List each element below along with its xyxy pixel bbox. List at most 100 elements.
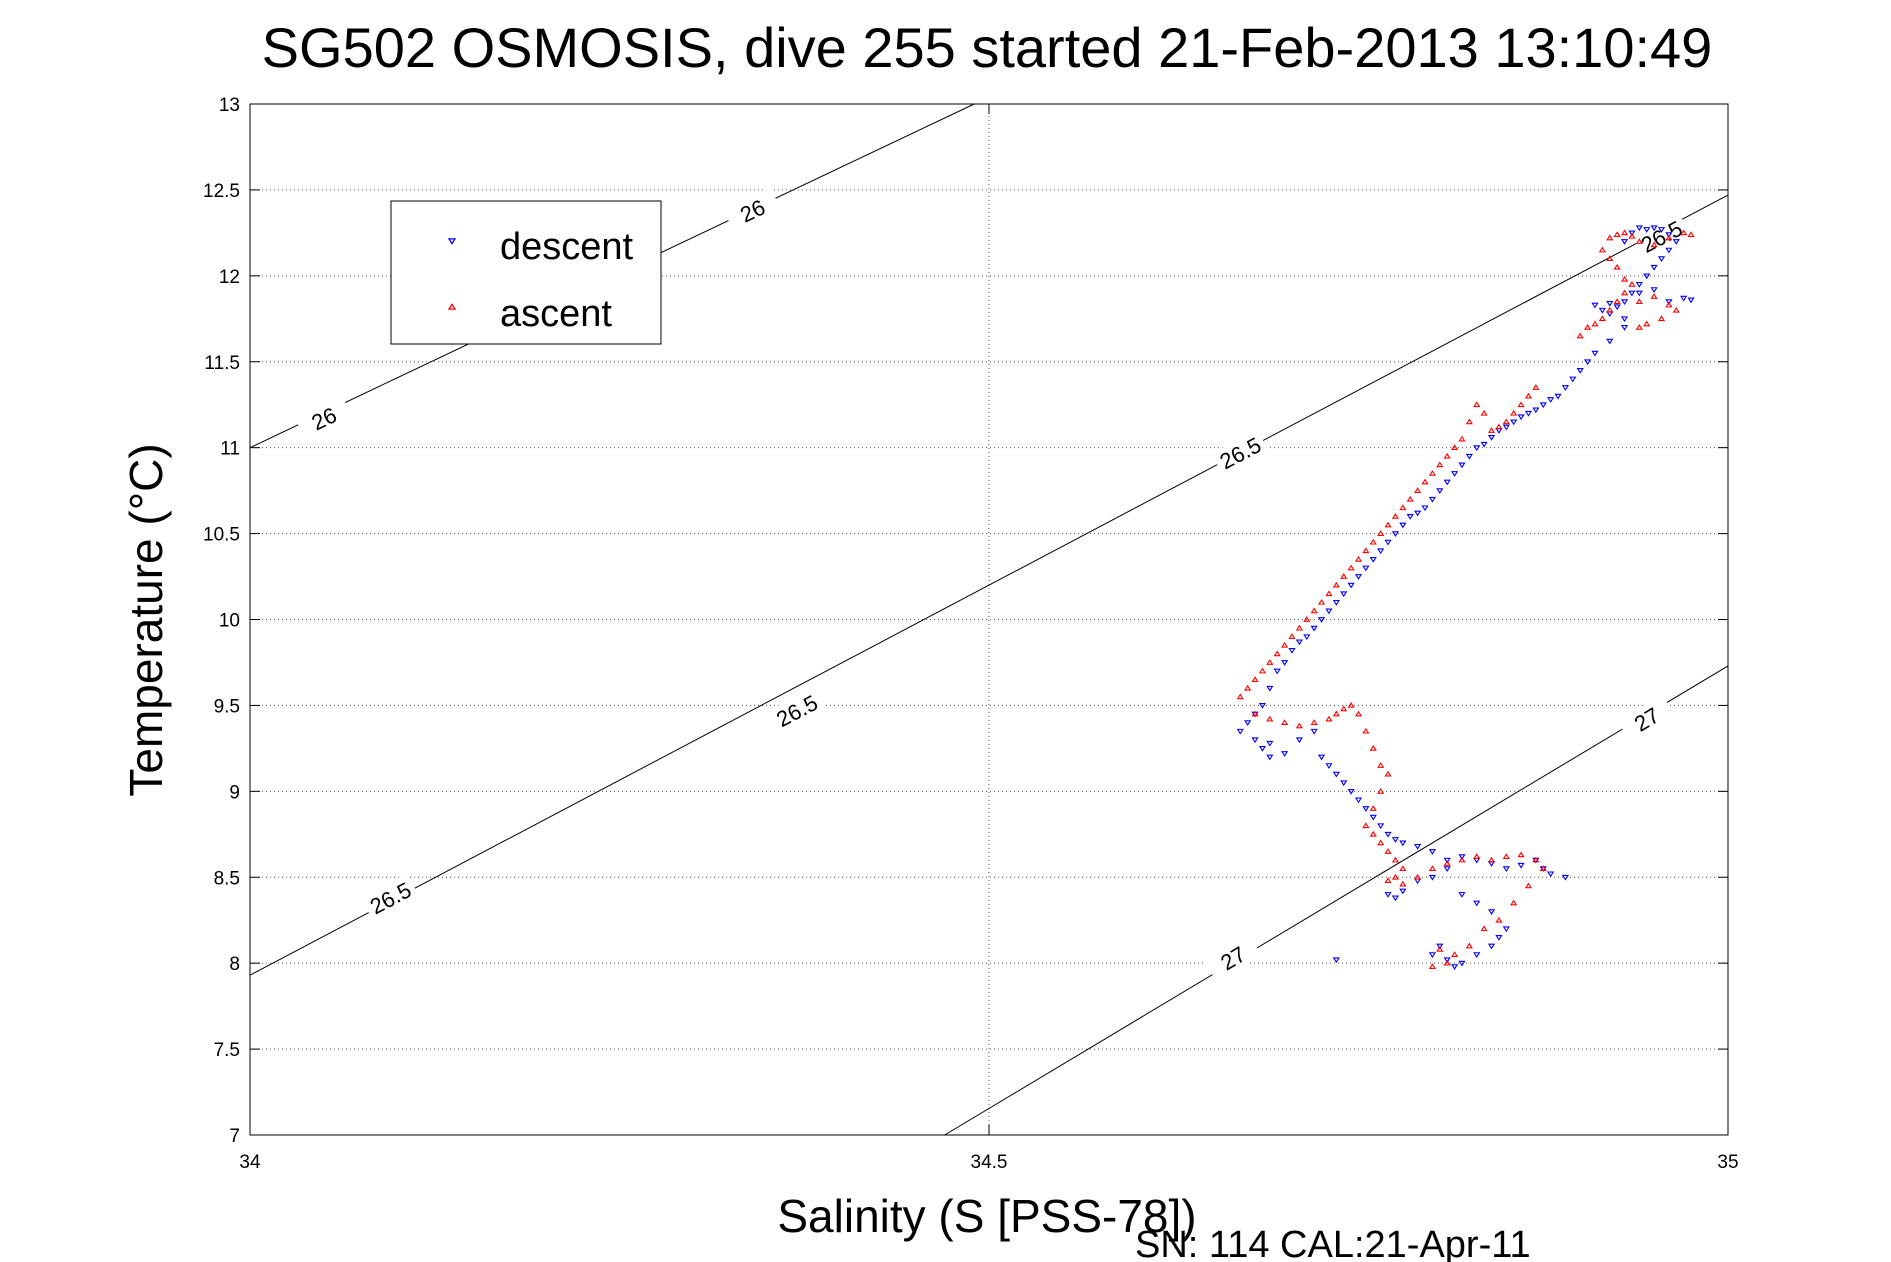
- descent-point-89: [1354, 797, 1363, 804]
- ascent-point-105: [1510, 899, 1518, 906]
- descent-point-1: [1628, 230, 1636, 237]
- descent-point-38: [1517, 414, 1525, 421]
- ascent-point-37: [1465, 418, 1473, 425]
- ascent-point-60: [1295, 624, 1303, 631]
- series-descent: [1236, 225, 1695, 970]
- contour-line-2: [944, 665, 1729, 1136]
- descent-point-93: [1384, 831, 1392, 838]
- legend-marker-ascent: [447, 303, 457, 310]
- ascent-point-107: [1480, 925, 1488, 932]
- ascent-point-34: [1487, 427, 1496, 433]
- ascent-point-22: [1650, 293, 1658, 299]
- descent-point-11: [1643, 273, 1651, 280]
- y-tick-label-10: 8: [229, 954, 240, 975]
- descent-point-112: [1428, 874, 1436, 881]
- ascent-point-36: [1473, 401, 1481, 408]
- footer-text: SN: 114 CAL:21-Apr-11: [1135, 1224, 1531, 1262]
- y-tick-label-4: 11: [220, 439, 240, 460]
- descent-point-103: [1517, 862, 1525, 869]
- descent-point-22: [1650, 287, 1658, 293]
- ascent-point-87: [1377, 839, 1385, 846]
- legend-label-ascent: ascent: [500, 293, 612, 335]
- y-tick-label-6: 10: [219, 611, 240, 632]
- ascent-point-70: [1266, 715, 1274, 722]
- contour-label-bg-1-1: [767, 686, 826, 735]
- descent-point-37: [1524, 410, 1533, 417]
- ascent-point-67: [1244, 684, 1252, 691]
- ascent-point-14: [1620, 289, 1629, 296]
- ascent-point-51: [1362, 547, 1370, 554]
- legend-marker-descent: [447, 238, 457, 245]
- ascent-point-45: [1406, 495, 1414, 502]
- descent-point-27: [1606, 338, 1614, 345]
- descent-point-9: [1657, 256, 1666, 263]
- descent-point-72: [1266, 685, 1274, 692]
- descent-point-13: [1628, 290, 1636, 297]
- descent-point-46: [1458, 462, 1466, 469]
- descent-point-85: [1325, 763, 1333, 769]
- descent-point-47: [1450, 471, 1459, 477]
- descent-point-10: [1650, 264, 1658, 271]
- ascent-point-53: [1347, 564, 1355, 571]
- descent-point-113: [1443, 866, 1451, 873]
- ascent-point-28: [1532, 384, 1540, 390]
- ascent-point-44: [1414, 487, 1422, 493]
- descent-point-28: [1591, 350, 1599, 357]
- y-tick-label-9: 8.5: [214, 868, 240, 889]
- ascent-point-30: [1517, 401, 1525, 408]
- y-tick-label-3: 11.5: [204, 353, 240, 374]
- descent-point-108: [1384, 892, 1392, 898]
- descent-point-122: [1450, 964, 1459, 970]
- descent-point-107: [1561, 874, 1570, 881]
- ascent-point-102: [1532, 856, 1540, 863]
- ascent-point-55: [1332, 581, 1340, 588]
- ascent-point-112: [1436, 946, 1444, 952]
- descent-point-45: [1465, 453, 1473, 460]
- descent-point-125: [1428, 952, 1436, 958]
- data-points: [1236, 225, 1695, 970]
- ascent-point-83: [1377, 787, 1385, 794]
- ascent-point-49: [1377, 530, 1385, 536]
- ascent-point-84: [1369, 805, 1377, 811]
- descent-point-44: [1473, 445, 1481, 452]
- descent-point-96: [1414, 843, 1422, 850]
- ascent-point-69: [1251, 710, 1259, 717]
- descent-point-32: [1561, 385, 1570, 391]
- descent-point-64: [1325, 608, 1333, 615]
- descent-point-21: [1635, 290, 1643, 297]
- ascent-point-52: [1354, 555, 1363, 562]
- descent-point-110: [1399, 888, 1407, 895]
- ascent-point-43: [1421, 478, 1429, 485]
- legend-item-descent: descent: [447, 226, 634, 268]
- descent-point-77: [1251, 737, 1259, 744]
- descent-point-69: [1288, 648, 1296, 654]
- ascent-point-32: [1502, 418, 1510, 425]
- ascent-point-76: [1340, 705, 1348, 712]
- ascent-point-8: [1687, 231, 1695, 237]
- descent-point-0: [1620, 239, 1629, 245]
- descent-point-88: [1347, 788, 1355, 795]
- ascent-point-94: [1414, 873, 1422, 880]
- descent-point-58: [1369, 556, 1377, 563]
- ascent-point-59: [1303, 616, 1311, 622]
- ascent-point-57: [1317, 598, 1326, 605]
- descent-point-15: [1613, 304, 1621, 311]
- ascent-point-23: [1665, 301, 1673, 308]
- ascent-point-63: [1273, 650, 1281, 657]
- ascent-point-97: [1458, 856, 1466, 863]
- y-tick-label-2: 12: [219, 267, 240, 288]
- contour-label-bg-0-0: [294, 395, 353, 442]
- descent-point-23: [1665, 299, 1673, 305]
- ascent-point-56: [1325, 590, 1333, 597]
- ascent-point-0: [1606, 234, 1614, 241]
- descent-point-12: [1635, 282, 1643, 288]
- ascent-point-74: [1325, 715, 1333, 722]
- chart-title: SG502 OSMOSIS, dive 255 started 21-Feb-2…: [262, 16, 1713, 79]
- descent-point-2: [1635, 225, 1643, 232]
- descent-point-18: [1591, 302, 1599, 309]
- descent-point-124: [1436, 943, 1444, 950]
- ascent-point-2: [1620, 229, 1629, 236]
- ascent-point-103: [1539, 865, 1547, 872]
- legend-item-ascent: ascent: [447, 293, 612, 335]
